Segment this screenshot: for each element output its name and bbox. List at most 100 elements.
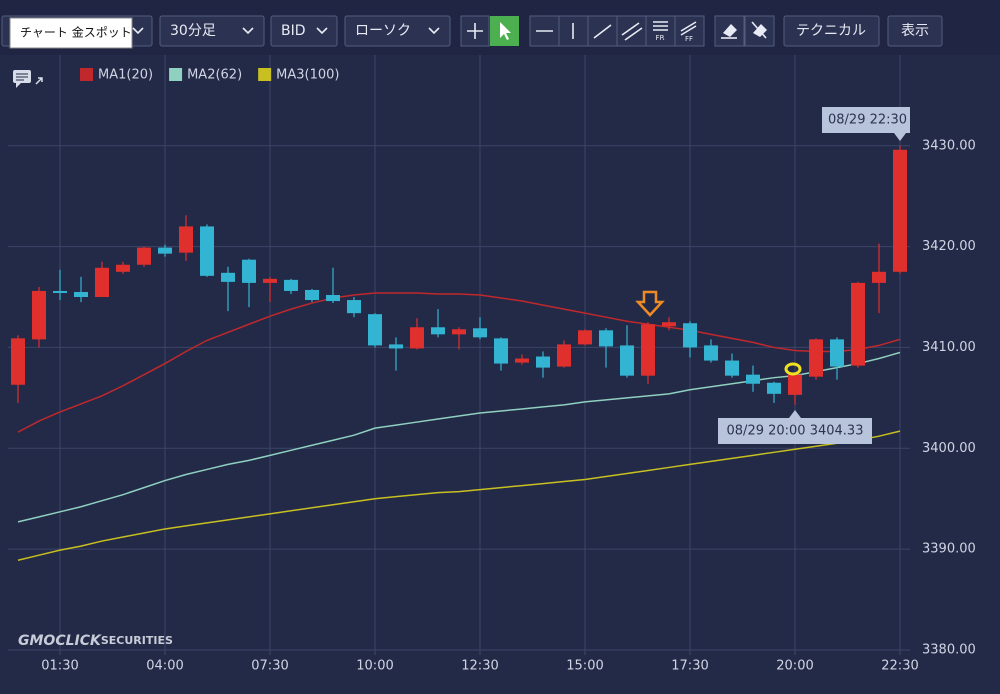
y-tick-label: 3420.00 [922, 239, 976, 254]
ff-button[interactable]: FF [674, 15, 705, 47]
candle-body [116, 264, 130, 272]
vline-button[interactable] [558, 15, 589, 47]
watermark: GMOCLICKSECURITIES [18, 633, 173, 649]
candle-body [11, 338, 25, 385]
candle-body [746, 374, 760, 384]
legend-label: MA3(100) [276, 68, 339, 83]
display: 表示 [901, 23, 929, 39]
candle-body [410, 327, 424, 349]
candle-body [200, 226, 214, 276]
candle-body [263, 278, 277, 283]
x-tick-label: 10:00 [356, 659, 393, 674]
candle-body [158, 247, 172, 254]
tooltip: チャート 金スポット [9, 17, 133, 49]
candle-body [452, 329, 466, 335]
candle-body [704, 345, 718, 361]
candle-body [662, 322, 676, 327]
display-button[interactable]: 表示 [887, 15, 943, 47]
candle-body [893, 149, 907, 272]
ma-line [17, 430, 901, 561]
trendline-button[interactable] [587, 15, 618, 47]
x-tick-label: 04:00 [146, 659, 183, 674]
candle-body [599, 330, 613, 347]
candle-body [473, 328, 487, 338]
hline-button[interactable] [529, 15, 560, 47]
candle-body [137, 247, 151, 265]
fr-button[interactable]: FR [645, 15, 676, 47]
legend-label: MA1(20) [98, 68, 153, 83]
y-tick-label: 3410.00 [922, 340, 976, 355]
price-label-box [822, 107, 910, 133]
y-tick-label: 3400.00 [922, 441, 976, 456]
technical: テクニカル [796, 23, 866, 39]
price-label: 08/29 22:30 [828, 113, 907, 128]
watermark-suffix: SECURITIES [101, 634, 173, 647]
candle-body [368, 314, 382, 346]
side: BID [281, 23, 306, 39]
y-tick-label: 3430.00 [922, 138, 976, 153]
candle-body [872, 271, 886, 283]
timeframe-dropdown[interactable]: 30分足 [159, 15, 265, 47]
chart-style: ローソク [355, 23, 411, 39]
candle-body [347, 300, 361, 314]
candle-body [641, 324, 655, 376]
y-tick-label: 3390.00 [922, 542, 976, 557]
signal-arrow [635, 290, 665, 317]
candle-body [683, 323, 697, 348]
candle-body [494, 338, 508, 364]
erase-all-button[interactable] [744, 15, 775, 47]
candle-body [95, 267, 109, 298]
candle-body [620, 345, 634, 376]
candle-body [557, 344, 571, 367]
candle-body [32, 290, 46, 340]
eraser-button[interactable] [714, 15, 745, 47]
candle-body [326, 295, 340, 302]
y-tick-label: 3380.00 [922, 642, 976, 657]
legend-swatch [258, 68, 272, 81]
watermark-brand: GMOCLICK [18, 633, 102, 649]
candle-body [305, 289, 319, 301]
x-tick-label: 07:30 [251, 659, 288, 674]
price-label-box [718, 418, 872, 444]
pointer-button[interactable] [490, 16, 519, 46]
signal-circle [784, 362, 802, 376]
candle-body [242, 259, 256, 283]
candle-body [53, 290, 67, 293]
ff-label: FF [685, 35, 693, 43]
side-dropdown[interactable]: BID [270, 15, 338, 47]
candle-body [788, 374, 802, 395]
crosshair-button[interactable] [460, 15, 490, 47]
candle-body [179, 226, 193, 253]
candle-body [431, 327, 445, 335]
ma-line [17, 292, 901, 433]
chart-style-dropdown[interactable]: ローソク [344, 15, 451, 47]
x-tick-label: 12:30 [461, 659, 498, 674]
legend-toggle[interactable] [13, 70, 43, 88]
x-tick-label: 17:30 [671, 659, 708, 674]
candle-body [767, 382, 781, 394]
legend-label: MA2(62) [187, 68, 242, 83]
candle-body [515, 358, 529, 363]
legend-swatch [169, 68, 183, 81]
fr-label: FR [656, 34, 665, 42]
technical-button[interactable]: テクニカル [783, 15, 880, 47]
candle-body [578, 330, 592, 345]
candle-body [851, 282, 865, 366]
timeframe: 30分足 [170, 23, 216, 39]
legend-swatch [80, 68, 93, 81]
price-label-pointer [789, 410, 801, 418]
candle-body [221, 272, 235, 282]
candle-body [830, 339, 844, 367]
candle-body [284, 279, 298, 291]
candle-body [536, 356, 550, 368]
x-tick-label: 22:30 [881, 659, 918, 674]
candle-body [74, 291, 88, 298]
channel-button[interactable] [616, 15, 647, 47]
price-label: 08/29 20:00 3404.33 [727, 424, 864, 439]
candle-body [725, 360, 739, 376]
candle-body [389, 344, 403, 349]
x-tick-label: 20:00 [776, 659, 813, 674]
x-tick-label: 15:00 [566, 659, 603, 674]
x-tick-label: 01:30 [41, 659, 78, 674]
